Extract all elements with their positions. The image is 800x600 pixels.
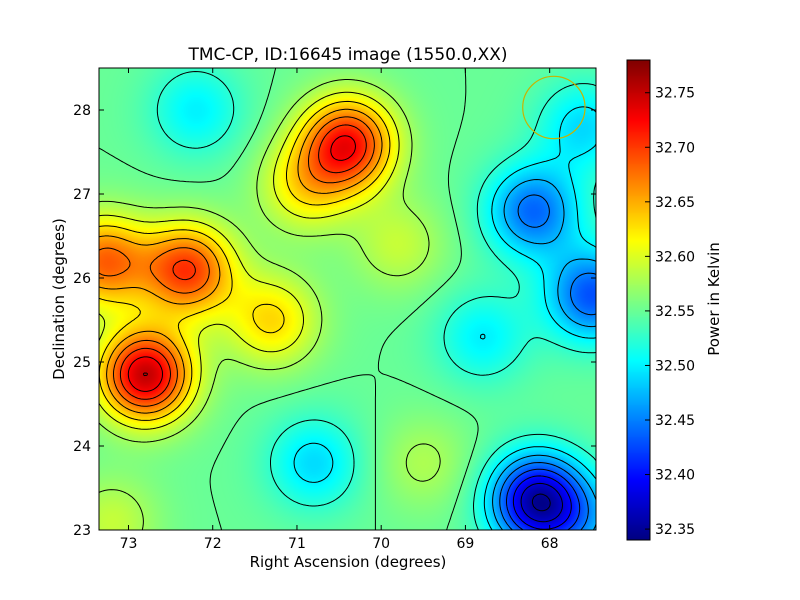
x-tick-label: 72: [204, 536, 222, 552]
contour-level: [98, 67, 479, 531]
x-tick-label: 69: [457, 536, 475, 552]
contour-level: [98, 91, 400, 430]
colorbar-tick-label: 32.35: [655, 522, 695, 538]
y-tick-label: 25: [73, 355, 91, 371]
colorbar-tick-label: 32.70: [655, 140, 695, 156]
contour-level: [98, 116, 375, 407]
x-tick-label: 71: [288, 536, 306, 552]
y-axis-label: Declination (degrees): [50, 218, 68, 380]
x-tick-label: 68: [541, 536, 559, 552]
contour-level: [119, 124, 367, 400]
x-tick-label: 73: [120, 536, 138, 552]
contour-level: [531, 493, 551, 512]
contour-level: [506, 468, 581, 531]
contour-level: [98, 79, 441, 531]
contour-level: [499, 194, 597, 531]
contour-level: [142, 372, 148, 377]
colorbar-tick-label: 32.40: [655, 468, 695, 484]
y-tick-label: 28: [73, 103, 91, 119]
chart-title: TMC-CP, ID:16645 image (1550.0,XX): [187, 45, 507, 65]
colorbar-tick-label: 32.75: [655, 86, 695, 102]
colorbar-label: Power in Kelvin: [705, 242, 723, 356]
colorbar-tick-label: 32.45: [655, 413, 695, 429]
colorbar-tick-label: 32.65: [655, 195, 695, 211]
colorbar-tick-label: 32.55: [655, 304, 695, 320]
plot-area: [98, 67, 597, 531]
colorbar: 32.35 32.40 32.45 32.50 32.55 32.60 32.65 32.70…: [626, 59, 723, 541]
heatmap-field: [99, 68, 596, 530]
contour-level: [98, 108, 383, 414]
plot-frame: [98, 67, 597, 531]
contour-level: [492, 179, 597, 531]
y-tick-label: 23: [73, 523, 91, 539]
y-tick-label: 26: [73, 271, 91, 287]
contour-level: [156, 71, 597, 531]
colorbar-tick-label: 32.50: [655, 358, 695, 374]
colorbar-tick-label: 32.60: [655, 249, 695, 265]
contour-level: [520, 482, 563, 523]
x-axis-ticks: 73 72 71 70 69 68: [120, 68, 559, 552]
contour-lines: [98, 67, 597, 531]
y-tick-label: 27: [73, 187, 91, 203]
contour-level: [98, 100, 391, 421]
colorbar-ticks: 32.35 32.40 32.45 32.50 32.55 32.60 32.65 32.70…: [645, 86, 695, 538]
x-tick-label: 70: [372, 536, 390, 552]
contour-level: [293, 106, 597, 531]
contour-level: [512, 475, 572, 530]
contour-level: [127, 135, 356, 392]
colorbar-gradient: [627, 60, 650, 540]
colorbar-frame: [626, 59, 651, 541]
beam-circle: [522, 75, 586, 140]
y-tick-label: 24: [73, 439, 91, 455]
y-axis-ticks: 23 24 25 26 27 28: [73, 103, 596, 539]
x-axis-label: Right Ascension (degrees): [250, 553, 447, 571]
